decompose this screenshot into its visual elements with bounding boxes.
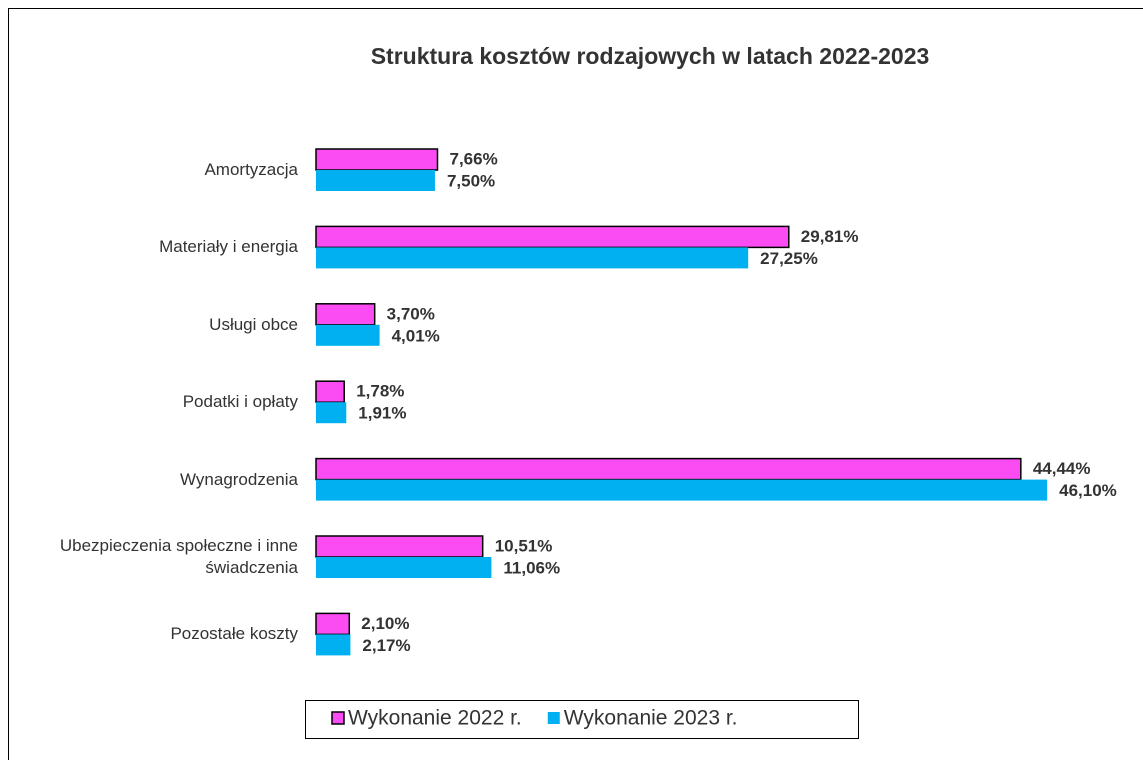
category-label: Usługi obce [209,314,298,334]
legend-box [305,700,859,739]
bar [315,535,484,558]
category-label: Ubezpieczenia społeczne i inne świadczen… [59,536,298,577]
value-label: 1,91% [358,404,406,423]
bar [316,557,492,578]
bar [316,479,1048,501]
legend-label: Wykonanie 2022 r. [348,707,522,730]
value-label: 11,06% [503,558,560,577]
frame [8,8,1143,760]
bar [316,170,435,191]
category-label: Wynagrodzenia [180,469,298,489]
category-label: Podatki i opłaty [182,392,298,412]
chart-title: Struktura kosztów rodzajowych w latach 2… [371,43,930,69]
bar [315,148,439,171]
legend-label: Wykonanie 2023 r. [564,707,738,730]
value-label: 7,50% [447,171,495,190]
value-label: 2,10% [361,614,409,633]
bar [316,402,347,424]
bar [315,303,376,326]
legend-marker [331,711,345,725]
value-label: 29,81% [801,227,859,246]
category-label: Pozostałe koszty [170,624,298,644]
bar [315,457,1022,481]
value-label: 7,66% [449,149,497,168]
bar [316,634,351,656]
bar [315,380,345,403]
value-label: 4,01% [392,326,440,345]
legend-marker [547,712,560,724]
value-label: 3,70% [387,304,435,323]
value-label: 27,25% [760,249,818,268]
value-label: 44,44% [1033,459,1091,478]
value-label: 10,51% [495,536,553,555]
value-label: 2,17% [362,636,410,655]
bar [316,247,749,269]
category-label: Materiały i energia [159,237,298,257]
category-label: Amortyzacja [204,160,298,179]
bar [315,225,790,249]
bar [315,612,351,636]
bar [316,324,380,346]
value-label: 1,78% [356,382,404,401]
value-label: 46,10% [1059,481,1117,500]
